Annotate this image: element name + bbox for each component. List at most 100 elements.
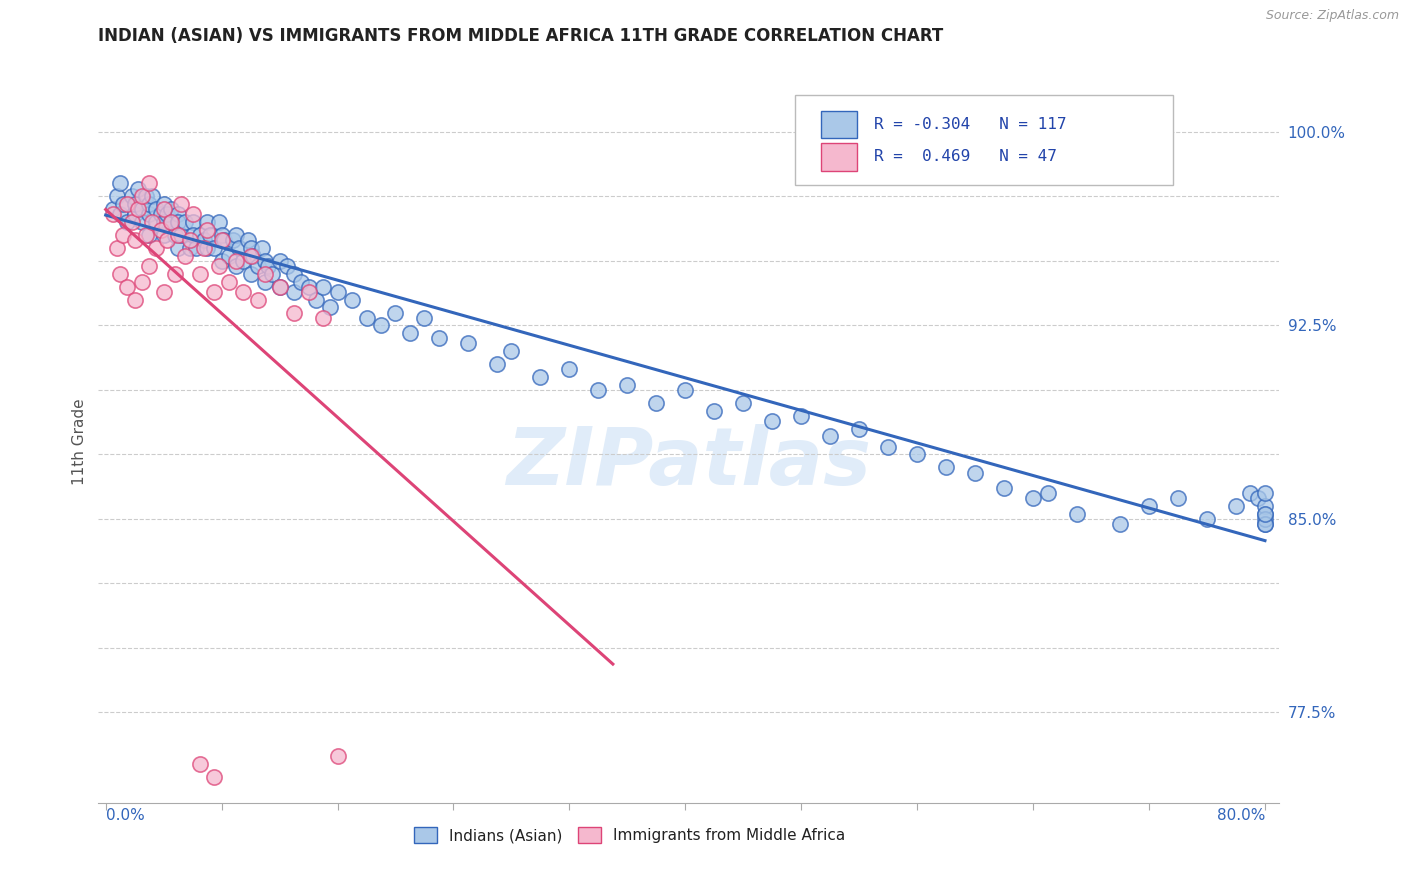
Point <box>305 293 328 307</box>
Point <box>384 305 406 319</box>
Point <box>558 362 581 376</box>
Text: R =  0.469   N = 47: R = 0.469 N = 47 <box>875 149 1057 164</box>
Point <box>195 215 218 229</box>
Point <box>290 275 312 289</box>
Point <box>1036 486 1059 500</box>
Point <box>141 189 163 203</box>
Point <box>645 396 668 410</box>
Point <box>877 440 900 454</box>
Point <box>905 447 928 461</box>
Point <box>993 481 1015 495</box>
Point <box>1247 491 1270 506</box>
Point <box>214 233 236 247</box>
Point <box>198 228 221 243</box>
Point <box>1254 512 1277 526</box>
Point <box>121 189 143 203</box>
Point <box>124 197 146 211</box>
Point <box>218 249 240 263</box>
Point <box>1254 517 1277 532</box>
Point <box>228 241 250 255</box>
Point <box>262 267 284 281</box>
Point <box>188 757 211 772</box>
Point <box>181 215 204 229</box>
Point <box>124 207 146 221</box>
Point <box>174 249 197 263</box>
Point <box>179 233 201 247</box>
Point <box>167 228 190 243</box>
Point <box>138 197 160 211</box>
Point <box>733 396 755 410</box>
Point <box>112 197 135 211</box>
Point <box>131 202 153 217</box>
Point <box>127 202 149 217</box>
Point <box>117 197 139 211</box>
Point <box>257 259 280 273</box>
Point <box>283 267 305 281</box>
Point <box>356 310 378 325</box>
Point <box>1254 486 1277 500</box>
Point <box>184 241 207 255</box>
Point <box>145 241 167 255</box>
Point <box>124 233 146 247</box>
Point <box>250 241 273 255</box>
Point <box>297 285 319 299</box>
Point <box>239 267 262 281</box>
Text: ZIPatlas: ZIPatlas <box>506 425 872 502</box>
Point <box>121 215 143 229</box>
Point <box>1225 499 1247 513</box>
Point <box>1254 517 1277 532</box>
Point <box>236 233 259 247</box>
Point <box>188 228 211 243</box>
Point <box>135 189 157 203</box>
Point <box>283 305 305 319</box>
Text: R = -0.304   N = 117: R = -0.304 N = 117 <box>875 117 1067 132</box>
Point <box>616 377 638 392</box>
Point <box>848 422 870 436</box>
Point <box>195 223 218 237</box>
Point <box>427 331 450 345</box>
Point <box>222 233 245 247</box>
Point <box>145 215 167 229</box>
Point <box>254 267 277 281</box>
Point <box>1167 491 1189 506</box>
Point <box>165 267 187 281</box>
Point <box>117 279 139 293</box>
Point <box>208 259 231 273</box>
Point <box>1239 486 1261 500</box>
Point <box>1195 512 1218 526</box>
Point <box>131 275 153 289</box>
Point <box>195 241 218 255</box>
Point <box>935 460 957 475</box>
Point <box>202 241 225 255</box>
Point <box>170 197 193 211</box>
Point <box>155 233 177 247</box>
Point <box>105 241 128 255</box>
Point <box>202 770 225 784</box>
Point <box>254 275 277 289</box>
Point <box>225 228 247 243</box>
Point <box>242 249 264 263</box>
Point <box>1022 491 1045 506</box>
Point <box>225 259 247 273</box>
Point <box>501 344 523 359</box>
Point <box>457 336 479 351</box>
Point <box>312 279 335 293</box>
Point <box>326 285 349 299</box>
Point <box>193 241 215 255</box>
Point <box>790 409 813 423</box>
Point <box>152 202 174 217</box>
FancyBboxPatch shape <box>821 111 856 138</box>
Point <box>149 223 172 237</box>
Point <box>101 207 124 221</box>
Point <box>232 285 254 299</box>
Text: Source: ZipAtlas.com: Source: ZipAtlas.com <box>1265 9 1399 22</box>
Point <box>370 318 392 333</box>
Point <box>202 285 225 299</box>
Text: 80.0%: 80.0% <box>1216 808 1265 823</box>
Point <box>170 228 193 243</box>
Point <box>312 310 335 325</box>
Point <box>246 293 269 307</box>
Point <box>181 228 204 243</box>
Point <box>818 429 841 443</box>
Point <box>326 749 349 764</box>
